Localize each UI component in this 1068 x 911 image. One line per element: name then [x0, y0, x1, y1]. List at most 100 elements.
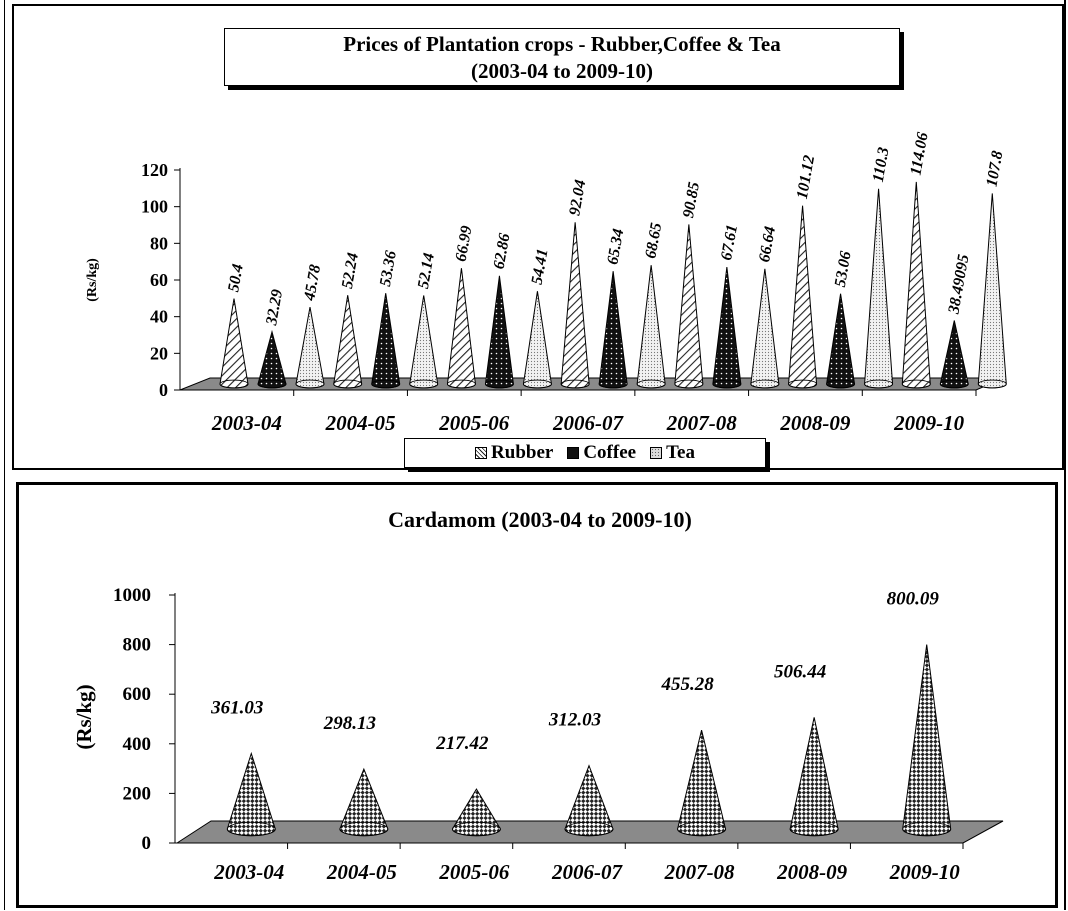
- cone-coffee: [257, 329, 287, 389]
- legend-swatch-rubber: [475, 447, 488, 459]
- x-tick-label: 2009-10: [889, 860, 960, 884]
- data-label-cardamom: 312.03: [548, 710, 601, 731]
- data-label-rubber: 90.85: [680, 181, 703, 219]
- cone-cardamom-base: [677, 821, 726, 837]
- x-tick-label: 2006-07: [552, 411, 624, 435]
- legend-label-rubber: Rubber: [491, 442, 554, 463]
- cone-cardamom: [226, 751, 276, 837]
- chart-legend: Rubber Coffee Tea: [404, 438, 766, 468]
- cone-rubber-body: [333, 295, 363, 389]
- y-tick-label: 1000: [113, 585, 151, 606]
- cone-rubber: [901, 181, 931, 389]
- cone-cardamom-body: [789, 717, 839, 837]
- data-label-tea: 68.65: [642, 221, 665, 259]
- y-tick-label: 20: [150, 343, 168, 363]
- cone-tea: [750, 268, 780, 389]
- x-tick-label: 2003-04: [213, 860, 284, 884]
- cone-coffee: [598, 271, 628, 389]
- x-tick-label: 2003-04: [211, 411, 282, 435]
- cone-rubber: [219, 298, 249, 389]
- data-label-rubber: 52.24: [339, 252, 362, 290]
- chart-title-box: Prices of Plantation crops - Rubber,Coff…: [224, 28, 900, 86]
- cone-coffee-body: [826, 293, 856, 389]
- x-tick-label: 2004-05: [326, 860, 397, 884]
- cone-cardamom: [564, 764, 614, 837]
- data-label-rubber: 66.99: [453, 224, 476, 262]
- x-tick-label: 2005-06: [438, 860, 509, 884]
- chart-title-line2: (2003-04 to 2009-10): [471, 59, 653, 83]
- cone-cardamom: [451, 788, 501, 837]
- cone-cardamom: [339, 767, 389, 837]
- cone-rubber-body: [446, 268, 476, 389]
- y-tick-label: 80: [150, 233, 168, 253]
- y-tick-label: 400: [123, 734, 152, 755]
- chart-panel-cardamom: Cardamom (2003-04 to 2009-10) 0 200 400 600…: [16, 482, 1058, 908]
- y-tick-label: 0: [142, 833, 152, 854]
- cone-tea-base: [636, 379, 666, 389]
- cone-tea: [522, 291, 552, 389]
- cone-rubber: [560, 222, 590, 389]
- y-tick-label: 0: [159, 380, 168, 400]
- data-label-cardamom: 217.42: [435, 733, 489, 754]
- data-label-coffee: 53.36: [377, 249, 400, 287]
- cone-coffee: [484, 275, 514, 389]
- cone-coffee: [712, 266, 742, 389]
- x-tick-label: 2008-09: [779, 411, 850, 435]
- data-label-coffee: 38.49095: [945, 253, 972, 316]
- cone-cardamom-base: [452, 821, 501, 837]
- cone-coffee-base: [257, 379, 287, 389]
- cone-rubber-body: [788, 205, 818, 389]
- data-label-rubber: 114.06: [907, 131, 931, 176]
- cone-coffee: [939, 320, 969, 389]
- data-label-tea: 66.64: [756, 225, 779, 263]
- data-label-cardamom: 361.03: [210, 697, 263, 718]
- cone-tea: [977, 193, 1007, 389]
- cone-coffee-base: [939, 379, 969, 389]
- cone-tea: [864, 188, 894, 389]
- data-label-tea: 110.3: [870, 146, 893, 184]
- y-axis-label: (Rs/kg): [85, 258, 100, 302]
- data-label-coffee: 65.34: [604, 227, 627, 265]
- data-label-rubber: 92.04: [566, 179, 589, 217]
- cone-coffee: [826, 293, 856, 389]
- cone-rubber: [333, 295, 363, 389]
- cone-tea: [409, 295, 439, 389]
- cone-coffee-base: [371, 379, 401, 389]
- cone-cardamom-base: [789, 821, 839, 837]
- cone-tea-base: [295, 379, 325, 389]
- cone-tea-base: [977, 379, 1007, 389]
- cone-coffee-body: [371, 293, 401, 389]
- legend-item-tea: Tea: [650, 442, 695, 464]
- cone-tea-body: [409, 295, 439, 389]
- data-label-coffee: 62.86: [491, 232, 514, 270]
- cardamom-chart-svg: 0 200 400 600 800 1000 (Rs/kg) 2003-04 2004-05 20…: [72, 585, 1004, 884]
- legend-swatch-coffee: [567, 447, 580, 459]
- cone-rubber-body: [219, 298, 249, 389]
- cone-cardamom: [677, 729, 727, 837]
- cone-rubber-body: [674, 224, 704, 389]
- data-label-tea: 107.8: [983, 150, 1006, 188]
- data-label-tea: 52.14: [415, 252, 438, 290]
- x-tick-label: 2007-08: [664, 860, 735, 884]
- cone-coffee-body: [712, 266, 742, 389]
- y-tick-label: 100: [141, 197, 168, 217]
- cone-rubber: [788, 205, 818, 389]
- chart-title-line1: Prices of Plantation crops - Rubber,Coff…: [343, 32, 781, 56]
- x-tick-label: 2008-09: [776, 860, 847, 884]
- y-tick-label: 800: [123, 635, 152, 656]
- cone-coffee-base: [712, 379, 742, 389]
- data-label-coffee: 32.29: [263, 288, 286, 327]
- cone-tea-body: [636, 265, 666, 389]
- cone-cardamom-base: [226, 821, 276, 837]
- cone-rubber-base: [788, 379, 817, 389]
- data-label-rubber: 101.12: [794, 154, 818, 200]
- cone-tea-body: [977, 193, 1007, 389]
- y-tick-label: 40: [150, 307, 168, 327]
- cone-cardamom-body: [902, 644, 952, 837]
- x-tick-label: 2006-07: [551, 860, 623, 884]
- cone-rubber-base: [674, 379, 704, 389]
- cone-cardamom-body: [226, 751, 276, 837]
- y-axis-label: (Rs/kg): [72, 684, 96, 749]
- y-tick-label: 120: [141, 160, 168, 180]
- cone-cardamom: [789, 717, 839, 837]
